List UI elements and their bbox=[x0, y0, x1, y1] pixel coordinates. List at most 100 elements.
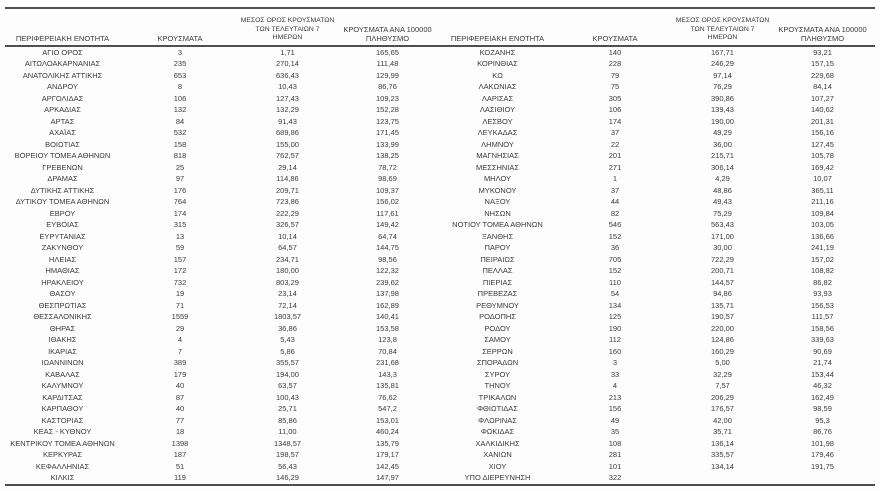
table-row: ΘΕΣΠΡΩΤΙΑΣ 71 72,14 162,89 bbox=[5, 300, 440, 312]
table-row: ΡΟΔΟΠΗΣ 125 190,57 111,57 bbox=[440, 311, 875, 323]
cell-cases: 51 bbox=[175, 461, 185, 471]
table-row: ΘΗΡΑΣ 29 36,86 153,58 bbox=[5, 323, 440, 335]
cell-avg7: 94,86 bbox=[713, 289, 732, 298]
cell-region: ΡΕΘΥΜΝΟΥ bbox=[476, 300, 519, 310]
cell-avg7: 5,00 bbox=[715, 358, 730, 367]
cell-per100k: 76,62 bbox=[378, 392, 397, 402]
table-row: ΘΕΣΣΑΛΟΝΙΚΗΣ 1559 1803,57 140,41 bbox=[5, 311, 440, 323]
header-regional-unit: ΠΕΡΙΦΕΡΕΙΑΚΗ ΕΝΟΤΗΤΑ bbox=[5, 8, 120, 47]
cell-region: ΚΑΡΠΑΘΟΥ bbox=[41, 404, 84, 413]
cell-avg7: 5,43 bbox=[280, 335, 295, 344]
cell-avg7: 25,71 bbox=[278, 404, 297, 413]
header-row: ΠΕΡΙΦΕΡΕΙΑΚΗ ΕΝΟΤΗΤΑ ΚΡΟΥΣΜΑΤΑ ΜΕΣΟΣ ΟΡΟ… bbox=[5, 8, 440, 47]
cell-region: ΝΑΞΟΥ bbox=[484, 197, 511, 206]
cell-avg7: 76,29 bbox=[713, 82, 732, 91]
cell-cases: 79 bbox=[610, 70, 620, 80]
cell-avg7: 167,71 bbox=[711, 47, 734, 57]
cell-region: ΠΡΕΒΕΖΑΣ bbox=[477, 289, 518, 298]
table-row: ΙΘΑΚΗΣ 4 5,43 123,8 bbox=[5, 334, 440, 346]
cell-avg7: 390,86 bbox=[711, 93, 734, 103]
cell-per100k: 241,19 bbox=[811, 243, 834, 252]
cell-per100k: 153,01 bbox=[376, 415, 399, 425]
table-row: ΧΙΟΥ 101 134,14 191,75 bbox=[440, 461, 875, 473]
cell-region: ΤΡΙΚΑΛΩΝ bbox=[478, 392, 517, 402]
cell-cases: 160 bbox=[608, 346, 622, 356]
header-avg-7-days: ΜΕΣΟΣ ΟΡΟΣ ΚΡΟΥΣΜΑΤΩΝ ΤΩΝ ΤΕΛΕΥΤΑΙΩΝ 7 Η… bbox=[675, 8, 770, 47]
cell-per100k: 127,45 bbox=[811, 139, 834, 149]
cell-region: ΔΥΤΙΚΗΣ ΑΤΤΙΚΗΣ bbox=[30, 185, 95, 195]
cell-per100k: 109,84 bbox=[811, 208, 834, 218]
cell-cases: 106 bbox=[173, 93, 187, 103]
cell-per100k: 156,16 bbox=[811, 128, 834, 137]
table-row: ΜΗΛΟΥ 1 4,29 10,07 bbox=[440, 173, 875, 185]
cell-region: ΧΙΟΥ bbox=[488, 461, 507, 471]
cell-per100k: 135,81 bbox=[376, 381, 399, 390]
table-row: ΦΩΚΙΔΑΣ 35 35,71 86,76 bbox=[440, 426, 875, 438]
cell-per100k: 64,74 bbox=[378, 231, 397, 241]
cell-region: ΜΕΣΣΗΝΙΑΣ bbox=[475, 162, 520, 172]
cell-cases: 157 bbox=[173, 254, 187, 264]
cell-avg7: 155,00 bbox=[276, 139, 299, 149]
cell-per100k bbox=[770, 472, 875, 486]
table-row: ΛΑΡΙΣΑΣ 305 390,86 107,27 bbox=[440, 93, 875, 105]
cell-per100k: 179,17 bbox=[376, 450, 399, 459]
cell-per100k: 123,8 bbox=[378, 335, 397, 344]
header-cases: ΚΡΟΥΣΜΑΤΑ bbox=[120, 8, 240, 47]
cell-region: ΧΑΝΙΩΝ bbox=[483, 450, 512, 459]
cell-avg7: 160,29 bbox=[711, 346, 734, 356]
cell-region: ΚΕΦΑΛΛΗΝΙΑΣ bbox=[35, 461, 90, 471]
header-cases: ΚΡΟΥΣΜΑΤΑ bbox=[555, 8, 675, 47]
cell-cases: 106 bbox=[608, 105, 622, 114]
cell-avg7: 246,29 bbox=[711, 59, 734, 68]
cell-cases: 77 bbox=[175, 415, 185, 425]
cell-per100k: 105,78 bbox=[811, 151, 834, 160]
cell-region: ΣΕΡΡΩΝ bbox=[482, 346, 513, 356]
cell-cases: 532 bbox=[173, 128, 187, 137]
table-row: ΑΝΑΤΟΛΙΚΗΣ ΑΤΤΙΚΗΣ 653 636,43 129,99 bbox=[5, 70, 440, 82]
cell-region: ΡΟΔΟΥ bbox=[484, 323, 511, 333]
cell-per100k: 86,82 bbox=[813, 277, 832, 287]
cases-table-right: ΠΕΡΙΦΕΡΕΙΑΚΗ ΕΝΟΤΗΤΑ ΚΡΟΥΣΜΑΤΑ ΜΕΣΟΣ ΟΡΟ… bbox=[440, 7, 875, 486]
cell-region: ΠΙΕΡΙΑΣ bbox=[482, 277, 513, 287]
table-row: ΝΑΞΟΥ 44 49,43 211,16 bbox=[440, 196, 875, 208]
cell-region: ΠΕΙΡΑΙΩΣ bbox=[480, 254, 515, 264]
cell-region: ΚΑΡΔΙΤΣΑΣ bbox=[42, 392, 83, 402]
cell-cases: 1398 bbox=[171, 438, 189, 448]
table-row: ΚΑΡΠΑΘΟΥ 40 25,71 547,2 bbox=[5, 403, 440, 415]
cell-avg7: 136,14 bbox=[711, 438, 734, 448]
cell-region: ΚΙΛΚΙΣ bbox=[5, 472, 120, 486]
cell-avg7 bbox=[675, 472, 770, 486]
table-row: ΛΗΜΝΟΥ 22 36,00 127,45 bbox=[440, 139, 875, 151]
cell-region: ΙΘΑΚΗΣ bbox=[48, 335, 77, 344]
table-row: ΥΠΟ ΔΙΕΡΕΥΝΗΣΗ 322 bbox=[440, 472, 875, 486]
cell-cases: 174 bbox=[608, 116, 622, 126]
cell-avg7: 222,29 bbox=[276, 208, 299, 218]
cell-region: ΓΡΕΒΕΝΩΝ bbox=[42, 162, 83, 172]
cell-region: ΕΥΒΟΙΑΣ bbox=[46, 220, 79, 229]
cell-avg7: 127,43 bbox=[276, 93, 299, 103]
cell-region: ΗΜΑΘΙΑΣ bbox=[45, 266, 80, 275]
cell-per100k: 157,02 bbox=[811, 254, 834, 264]
cell-avg7: 49,29 bbox=[713, 128, 732, 137]
cell-cases: 75 bbox=[610, 82, 620, 91]
table-row: ΛΕΥΚΑΔΑΣ 37 49,29 156,16 bbox=[440, 127, 875, 139]
cell-cases: 84 bbox=[175, 116, 185, 126]
table-row: ΗΡΑΚΛΕΙΟΥ 732 803,29 239,62 bbox=[5, 277, 440, 289]
table-row: ΚΙΛΚΙΣ 119 146,29 147,97 bbox=[5, 472, 440, 486]
table-row: ΚΑΣΤΟΡΙΑΣ 77 85,86 153,01 bbox=[5, 415, 440, 427]
table-row: ΚΟΡΙΝΘΙΑΣ 228 246,29 157,15 bbox=[440, 58, 875, 70]
cell-region: ΚΑΒΑΛΑΣ bbox=[45, 369, 80, 379]
cell-avg7: 5,86 bbox=[280, 346, 295, 356]
cell-avg7: 114,86 bbox=[276, 174, 299, 183]
cell-region: ΑΡΓΟΛΙΔΑΣ bbox=[41, 93, 84, 103]
cell-cases: 732 bbox=[173, 277, 187, 287]
table-body-left: ΑΓΙΟ ΟΡΟΣ 3 1,71 165,65 ΑΙΤΩΛΟΑΚΑΡΝΑΝΙΑΣ 235 2… bbox=[5, 46, 440, 486]
cell-region: ΚΑΣΤΟΡΙΑΣ bbox=[41, 415, 84, 425]
cell-cases: 22 bbox=[610, 139, 620, 149]
cell-region: ΚΩ bbox=[492, 70, 503, 80]
cell-region: ΘΗΡΑΣ bbox=[49, 323, 76, 333]
cell-avg7: 85,86 bbox=[278, 415, 297, 425]
table-row: ΤΡΙΚΑΛΩΝ 213 206,29 162,49 bbox=[440, 392, 875, 404]
table-row: ΑΧΑΪΑΣ 532 689,86 171,45 bbox=[5, 127, 440, 139]
